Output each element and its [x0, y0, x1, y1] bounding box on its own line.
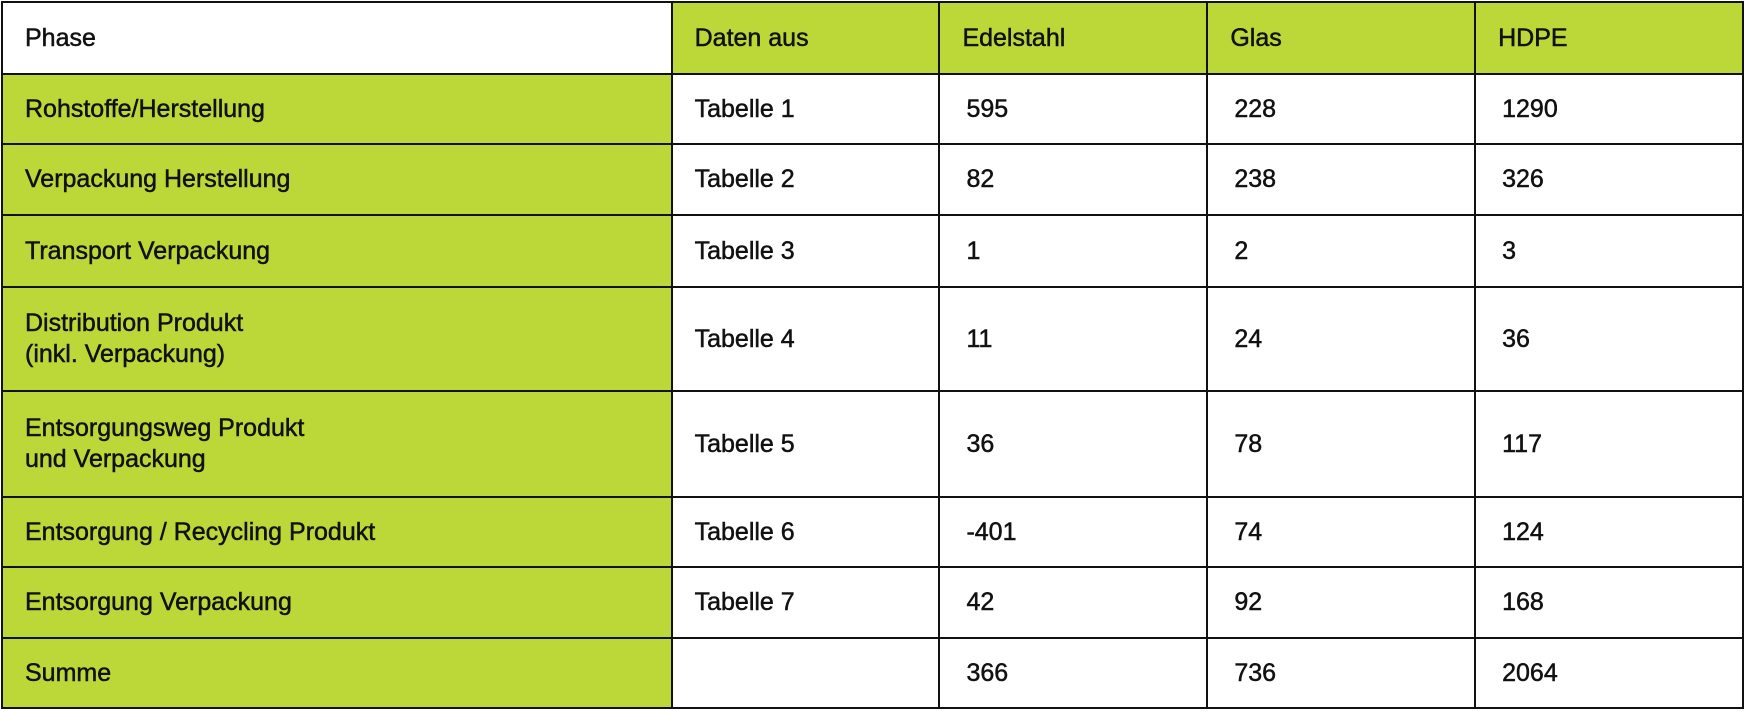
phase-line: Entsorgung / Recycling Produkt [25, 517, 376, 546]
value-cell: 1 [938, 214, 1209, 288]
phase-line: (inkl. Verpackung) [25, 340, 226, 369]
phase-line: Transport Verpackung [25, 236, 271, 265]
table-row: Distribution Produkt (inkl. Verpackung) Ta… [1, 286, 1744, 392]
phase-cell: Entsorgung / Recycling Produkt [1, 496, 673, 568]
value-cell: 117 [1474, 390, 1744, 498]
header-edelstahl: Edelstahl [938, 1, 1209, 75]
total-source [670, 637, 941, 709]
value-cell: 11 [938, 286, 1209, 392]
value-cell: 326 [1474, 143, 1744, 216]
phase-line: Entsorgung Verpackung [25, 588, 292, 617]
header-glas: Glas [1206, 1, 1477, 75]
value-cell: 82 [938, 143, 1209, 216]
source-cell: Tabelle 4 [670, 286, 941, 392]
header-row: Phase Daten aus Edelstahl Glas HDPE [1, 1, 1744, 75]
value-cell: 24 [1206, 286, 1477, 392]
total-value: 2064 [1474, 637, 1744, 709]
value-cell: 2 [1206, 214, 1477, 288]
value-cell: 42 [938, 566, 1209, 639]
value-cell: 168 [1474, 566, 1744, 639]
total-label: Summe [1, 637, 673, 709]
phase-line: Distribution Produkt [25, 309, 244, 338]
source-cell: Tabelle 7 [670, 566, 941, 639]
table-row: Rohstoffe/Herstellung Tabelle 1 595 228 1290 [1, 73, 1744, 145]
total-value: 736 [1206, 637, 1477, 709]
phase-cell: Verpackung Herstellung [1, 143, 673, 216]
source-cell: Tabelle 1 [670, 73, 941, 145]
total-value: 366 [938, 637, 1209, 709]
value-cell: 36 [1474, 286, 1744, 392]
value-cell: 228 [1206, 73, 1477, 145]
value-cell: 3 [1474, 214, 1744, 288]
phase-cell: Rohstoffe/Herstellung [1, 73, 673, 145]
value-cell: 238 [1206, 143, 1477, 216]
value-cell: 92 [1206, 566, 1477, 639]
value-cell: -401 [938, 496, 1209, 568]
source-cell: Tabelle 3 [670, 214, 941, 288]
phase-line: Entsorgungsweg Produkt [25, 414, 305, 443]
header-hdpe: HDPE [1474, 1, 1744, 75]
total-row: Summe 366 736 2064 [1, 637, 1744, 709]
table-row: Verpackung Herstellung Tabelle 2 82 238 326 [1, 143, 1744, 216]
value-cell: 1290 [1474, 73, 1744, 145]
phase-cell: Transport Verpackung [1, 214, 673, 288]
header-phase: Phase [1, 1, 673, 75]
phase-cell: Entsorgung Verpackung [1, 566, 673, 639]
phase-line: Rohstoffe/Herstellung [25, 94, 265, 123]
table-row: Entsorgungsweg Produkt und Verpackung Tabe… [1, 390, 1744, 498]
value-cell: 36 [938, 390, 1209, 498]
phase-cell: Distribution Produkt (inkl. Verpackung) [1, 286, 673, 392]
source-cell: Tabelle 5 [670, 390, 941, 498]
table-row: Entsorgung / Recycling Produkt Tabelle 6-… [1, 496, 1744, 568]
phase-line: Verpackung Herstellung [25, 165, 291, 194]
table-row: Entsorgung Verpackung Tabelle 7 42 92 168 [1, 566, 1744, 639]
phase-line: und Verpackung [25, 445, 206, 474]
source-cell: Tabelle 2 [670, 143, 941, 216]
value-cell: 595 [938, 73, 1209, 145]
source-cell: Tabelle 6 [670, 496, 941, 568]
value-cell: 74 [1206, 496, 1477, 568]
phase-cell: Entsorgungsweg Produkt und Verpackung [1, 390, 673, 498]
header-source: Daten aus [670, 1, 941, 75]
value-cell: 78 [1206, 390, 1477, 498]
value-cell: 124 [1474, 496, 1744, 568]
